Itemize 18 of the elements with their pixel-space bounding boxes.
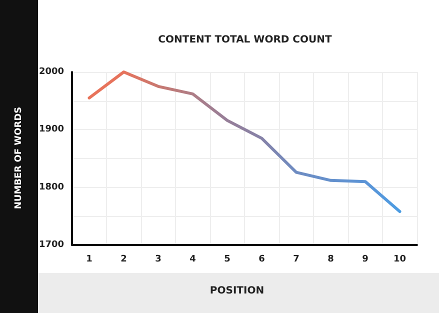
- x-tick-label: 5: [224, 254, 230, 264]
- x-tick-label: 4: [190, 254, 196, 264]
- x-tick-label: 10: [393, 254, 406, 264]
- x-tick-label: 8: [328, 254, 334, 264]
- x-tick-label: 9: [362, 254, 368, 264]
- x-tick-label: 3: [155, 254, 162, 264]
- x-tick-label: 2: [120, 254, 127, 264]
- y-tick-label: 1900: [38, 124, 64, 135]
- y-tick-label: 1700: [38, 240, 64, 250]
- chart-title: CONTENT TOTAL WORD COUNT: [158, 34, 332, 46]
- y-axis-title: NUMBER OF WORDS: [14, 106, 24, 210]
- y-tick-label: 1800: [38, 182, 64, 192]
- x-tick-label: 7: [293, 254, 300, 264]
- line-series: [88, 70, 402, 214]
- x-tick-label: 6: [258, 254, 265, 264]
- x-tick-label: 1: [86, 254, 92, 264]
- x-axis-title: POSITION: [210, 286, 264, 296]
- y-tick-label: 2000: [38, 67, 64, 77]
